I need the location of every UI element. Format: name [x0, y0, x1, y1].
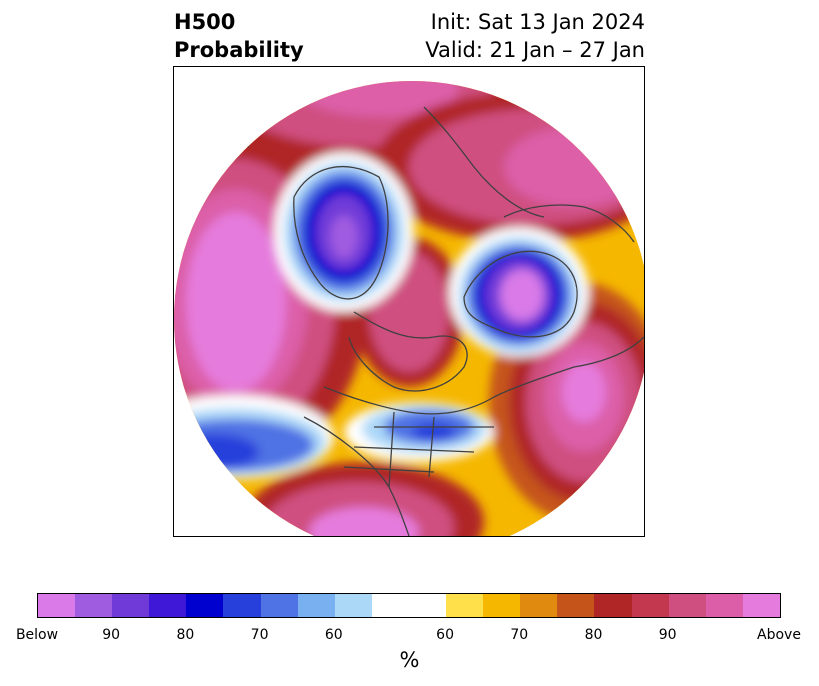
colorbar-tick-label: 70 — [510, 627, 529, 643]
colorbar-segment — [186, 594, 224, 617]
colorbar-tick-label: 60 — [324, 627, 343, 643]
colorbar-segment — [483, 594, 521, 617]
colorbar-segment — [75, 594, 113, 617]
valid-date-label: Valid: 21 Jan – 27 Jan — [425, 38, 645, 62]
colorbar-tick-label: Above — [757, 627, 801, 643]
colorbar-segment — [223, 594, 261, 617]
colorbar-tick-label: Below — [15, 627, 59, 643]
colorbar-segment — [446, 594, 484, 617]
colorbar-segment — [705, 594, 743, 617]
title-line-1: H500 — [174, 10, 236, 34]
colorbar-tick-label: 70 — [250, 627, 269, 643]
colorbar-tick-label: 80 — [176, 627, 195, 643]
colorbar-segment — [520, 594, 558, 617]
polar-map-svg — [174, 81, 644, 536]
colorbar-segment — [260, 594, 298, 617]
colorbar-tick-label: 90 — [658, 627, 677, 643]
colorbar-tick-label: 60 — [436, 627, 455, 643]
title-line-2: Probability — [174, 38, 304, 62]
colorbar-segment — [149, 594, 187, 617]
colorbar-segment — [334, 594, 372, 617]
colorbar-tick-label: 90 — [102, 627, 121, 643]
colorbar-segment — [371, 594, 447, 617]
date-info: Init: Sat 13 Jan 2024 Valid: 21 Jan – 27… — [425, 8, 645, 64]
colorbar-segment — [594, 594, 632, 617]
colorbar-tick-label: 80 — [584, 627, 603, 643]
colorbar-labels: Below 90 80 70 60 60 70 80 90 Above — [16, 627, 801, 647]
colorbar-unit-label: % — [399, 648, 420, 672]
colorbar-segment — [297, 594, 335, 617]
colorbar-segment — [668, 594, 706, 617]
colorbar-segment — [38, 594, 76, 617]
probability-map — [173, 66, 645, 537]
colorbar-segment — [557, 594, 595, 617]
colorbar-segment — [631, 594, 669, 617]
colorbar-segment — [742, 594, 780, 617]
colorbar-segment — [112, 594, 150, 617]
init-date-label: Init: Sat 13 Jan 2024 — [430, 10, 645, 34]
map-title: H500 Probability — [174, 8, 304, 64]
colorbar — [37, 593, 781, 618]
